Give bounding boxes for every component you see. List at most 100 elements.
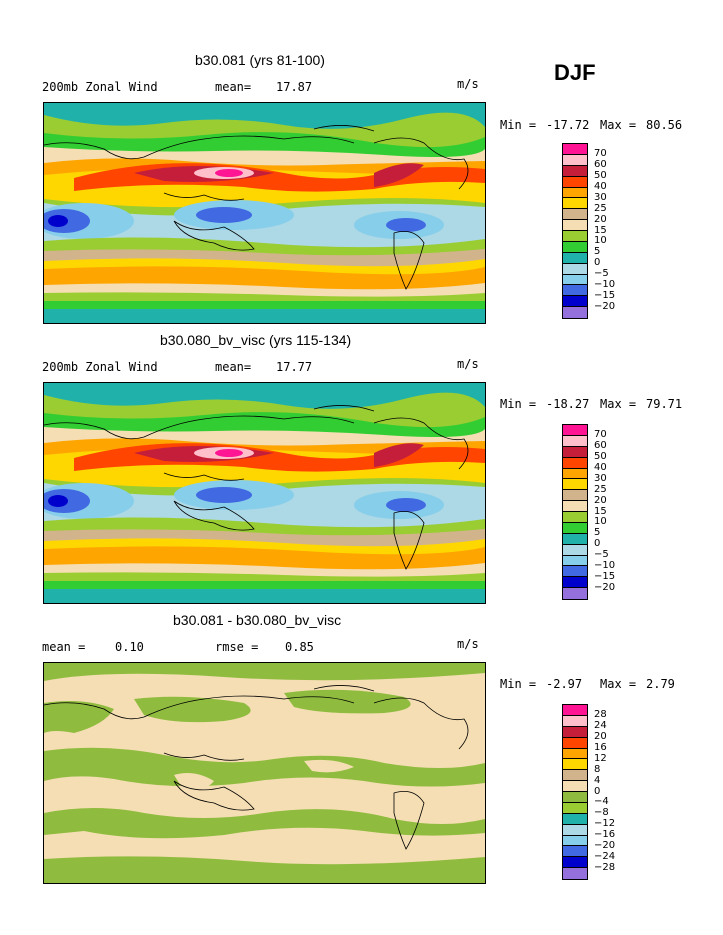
colorbar-tick-label: 24 <box>594 720 607 732</box>
colorbar-swatch <box>563 285 587 297</box>
colorbar-swatch <box>563 490 587 502</box>
min-label: Min = <box>500 677 537 691</box>
colorbar-swatch <box>563 231 587 242</box>
panel-title: b30.080_bv_visc (yrs 115-134) <box>160 332 352 348</box>
colorbar-tick-label: 5 <box>594 246 601 258</box>
colorbar-swatch <box>563 715 587 727</box>
colorbar-tick-label: 0 <box>594 538 601 550</box>
colorbar-tick-label: 15 <box>594 505 607 517</box>
colorbar-tick-label: 10 <box>594 235 607 247</box>
colorbar-swatch <box>563 824 587 836</box>
panel-title: b30.081 - b30.080_bv_visc <box>173 612 342 628</box>
rmse-value: 0.85 <box>285 640 314 654</box>
colorbar-swatch <box>563 252 587 264</box>
colorbar-swatch <box>563 274 587 286</box>
colorbar-tick-label: −15 <box>594 289 616 301</box>
mean-value: 17.87 <box>276 80 313 94</box>
colorbar-swatch <box>563 522 587 534</box>
colorbar-tick-label: 25 <box>594 483 607 495</box>
colorbar-swatch <box>563 792 587 803</box>
units-label: m/s <box>457 77 479 91</box>
contour-map <box>43 102 486 324</box>
colorbar-swatch <box>563 241 587 253</box>
colorbar-tick-label: 50 <box>594 451 607 463</box>
colorbar-tick-label: −20 <box>594 300 616 312</box>
colorbar-swatch <box>563 296 587 308</box>
max-label: Max = <box>600 677 637 691</box>
max-value: 79.71 <box>646 397 683 411</box>
colorbar-tick-label: −16 <box>594 829 616 841</box>
season-label: DJF <box>554 60 596 85</box>
colorbar-swatch <box>563 846 587 858</box>
colorbar-tick-label: −4 <box>594 796 609 808</box>
variable-label: 200mb Zonal Wind <box>42 360 158 374</box>
units-label: m/s <box>457 357 479 371</box>
colorbar-swatch <box>563 512 587 523</box>
colorbar-swatch <box>563 435 587 447</box>
colorbar-swatch <box>563 468 587 480</box>
colorbar <box>562 424 588 600</box>
min-value: -2.97 <box>546 677 583 691</box>
colorbar-tick-label: −5 <box>594 268 609 280</box>
min-label: Min = <box>500 397 537 411</box>
colorbar-tick-label: 25 <box>594 202 607 214</box>
colorbar-tick-label: 50 <box>594 170 607 182</box>
colorbar-swatch <box>563 187 587 199</box>
colorbar-swatch <box>563 566 587 578</box>
min-value: -17.72 <box>546 118 590 132</box>
colorbar-tick-label: −20 <box>594 581 616 593</box>
colorbar-swatch <box>563 176 587 188</box>
colorbar-swatch <box>563 479 587 491</box>
panel-title: b30.081 (yrs 81-100) <box>195 52 325 68</box>
colorbar-swatch <box>563 425 587 436</box>
colorbar-swatch <box>563 770 587 782</box>
mean-value: 17.77 <box>276 360 313 374</box>
colorbar-tick-label: −20 <box>594 839 616 851</box>
colorbar <box>562 143 588 319</box>
mean-value: 0.10 <box>115 640 144 654</box>
colorbar-tick-label: 16 <box>594 742 607 754</box>
colorbar-tick-label: −10 <box>594 559 616 571</box>
zonal-wind-field <box>44 383 485 603</box>
mean-label: mean= <box>215 80 252 94</box>
colorbar-swatch <box>563 544 587 556</box>
max-label: Max = <box>600 397 637 411</box>
colorbar-swatch <box>563 501 587 512</box>
colorbar-tick-label: 0 <box>594 785 601 797</box>
colorbar-tick-label: −28 <box>594 861 616 873</box>
colorbar-swatch <box>563 209 587 221</box>
colorbar-tick-label: 28 <box>594 709 607 721</box>
colorbar-swatch <box>563 457 587 469</box>
colorbar-swatch <box>563 588 587 599</box>
colorbar-swatch <box>563 759 587 771</box>
colorbar <box>562 704 588 880</box>
colorbar-swatch <box>563 577 587 589</box>
colorbar-swatch <box>563 813 587 825</box>
colorbar-tick-label: 30 <box>594 472 607 484</box>
min-value: -18.27 <box>546 397 590 411</box>
colorbar-swatch <box>563 857 587 869</box>
colorbar-swatch <box>563 446 587 458</box>
colorbar-swatch <box>563 737 587 749</box>
rmse-label: rmse = <box>215 640 259 654</box>
colorbar-swatch <box>563 868 587 879</box>
difference-map <box>43 662 486 884</box>
colorbar-swatch <box>563 781 587 792</box>
colorbar-swatch <box>563 705 587 716</box>
colorbar-swatch <box>563 802 587 814</box>
max-label: Max = <box>600 118 637 132</box>
colorbar-tick-label: −15 <box>594 570 616 582</box>
colorbar-tick-label: 8 <box>594 763 601 775</box>
max-value: 2.79 <box>646 677 675 691</box>
colorbar-swatch <box>563 198 587 210</box>
mean-label: mean= <box>215 360 252 374</box>
colorbar-swatch <box>563 555 587 567</box>
mean-label: mean = <box>42 640 86 654</box>
contour-map <box>43 382 486 604</box>
colorbar-swatch <box>563 165 587 177</box>
max-value: 80.56 <box>646 118 683 132</box>
colorbar-swatch <box>563 220 587 231</box>
zonal-wind-field <box>44 103 485 323</box>
colorbar-tick-label: 15 <box>594 224 607 236</box>
colorbar-tick-label: 30 <box>594 191 607 203</box>
